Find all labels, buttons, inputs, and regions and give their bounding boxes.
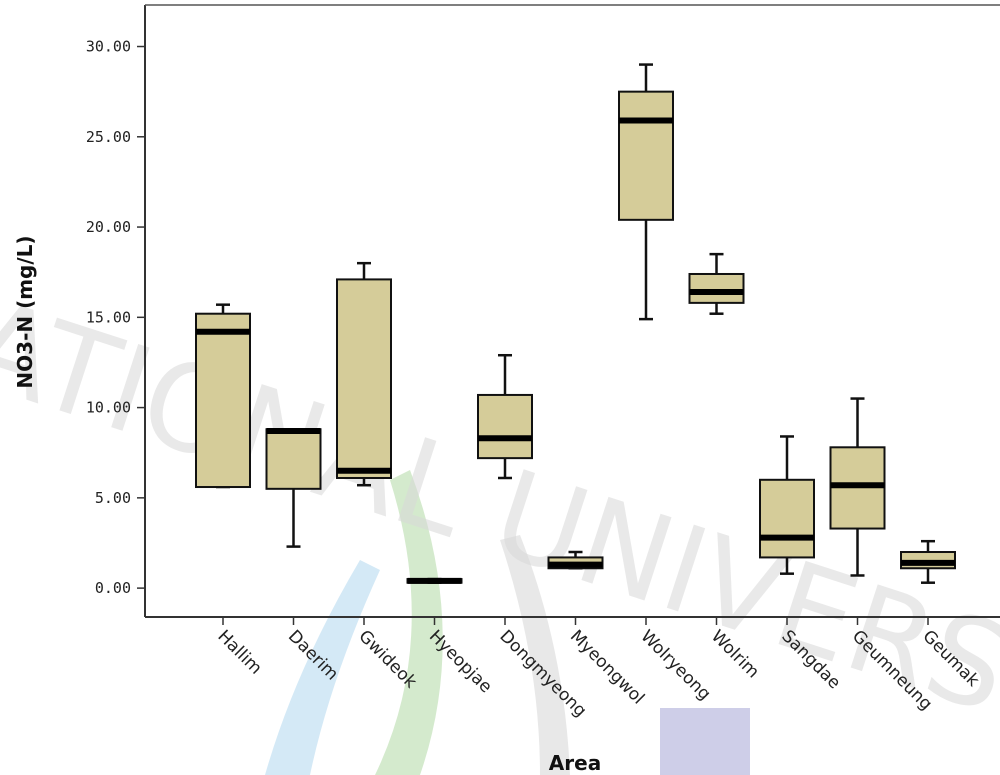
y-tick-label: 20.00 [86,218,131,236]
y-tick-label: 25.00 [86,128,131,146]
y-axis-title: NO3-N (mg/L) [13,235,37,388]
y-tick-label: 5.00 [95,489,131,507]
box-gwideok [336,261,392,487]
y-tick-label: 0.00 [95,579,131,597]
box-hallim [195,303,251,489]
y-tick-label: 15.00 [86,308,131,326]
box-myeongwol [547,550,604,570]
box-iqr [688,272,745,304]
boxes [195,63,956,584]
box-dongmyeong [477,353,533,480]
watermark-blue-square [660,708,750,775]
box-sangdae [759,435,815,575]
box-iqr [265,428,322,490]
x-tick-label: Hallim [213,626,265,678]
watermark-green-arc [375,470,443,775]
box-geumneung [829,397,886,577]
box-hyeopjae [406,577,463,584]
y-tick-label: 30.00 [86,38,131,56]
watermark-grey-arc [500,535,570,775]
box-iqr [195,312,251,489]
x-axis-title: Area [549,751,601,775]
box-iqr [759,478,815,559]
box-iqr [336,278,392,479]
box-daerim [265,427,322,548]
watermark-blue-arc [265,560,380,775]
box-wolrim [688,252,745,315]
box-iqr [618,90,674,221]
box-wolryeong [618,63,674,321]
box-geumak [900,539,956,584]
box-iqr [477,393,533,460]
y-axis-ticks: 0.00 5.00 10.00 15.00 20.00 25.00 30.00 [86,38,145,597]
y-tick-label: 10.00 [86,399,131,417]
